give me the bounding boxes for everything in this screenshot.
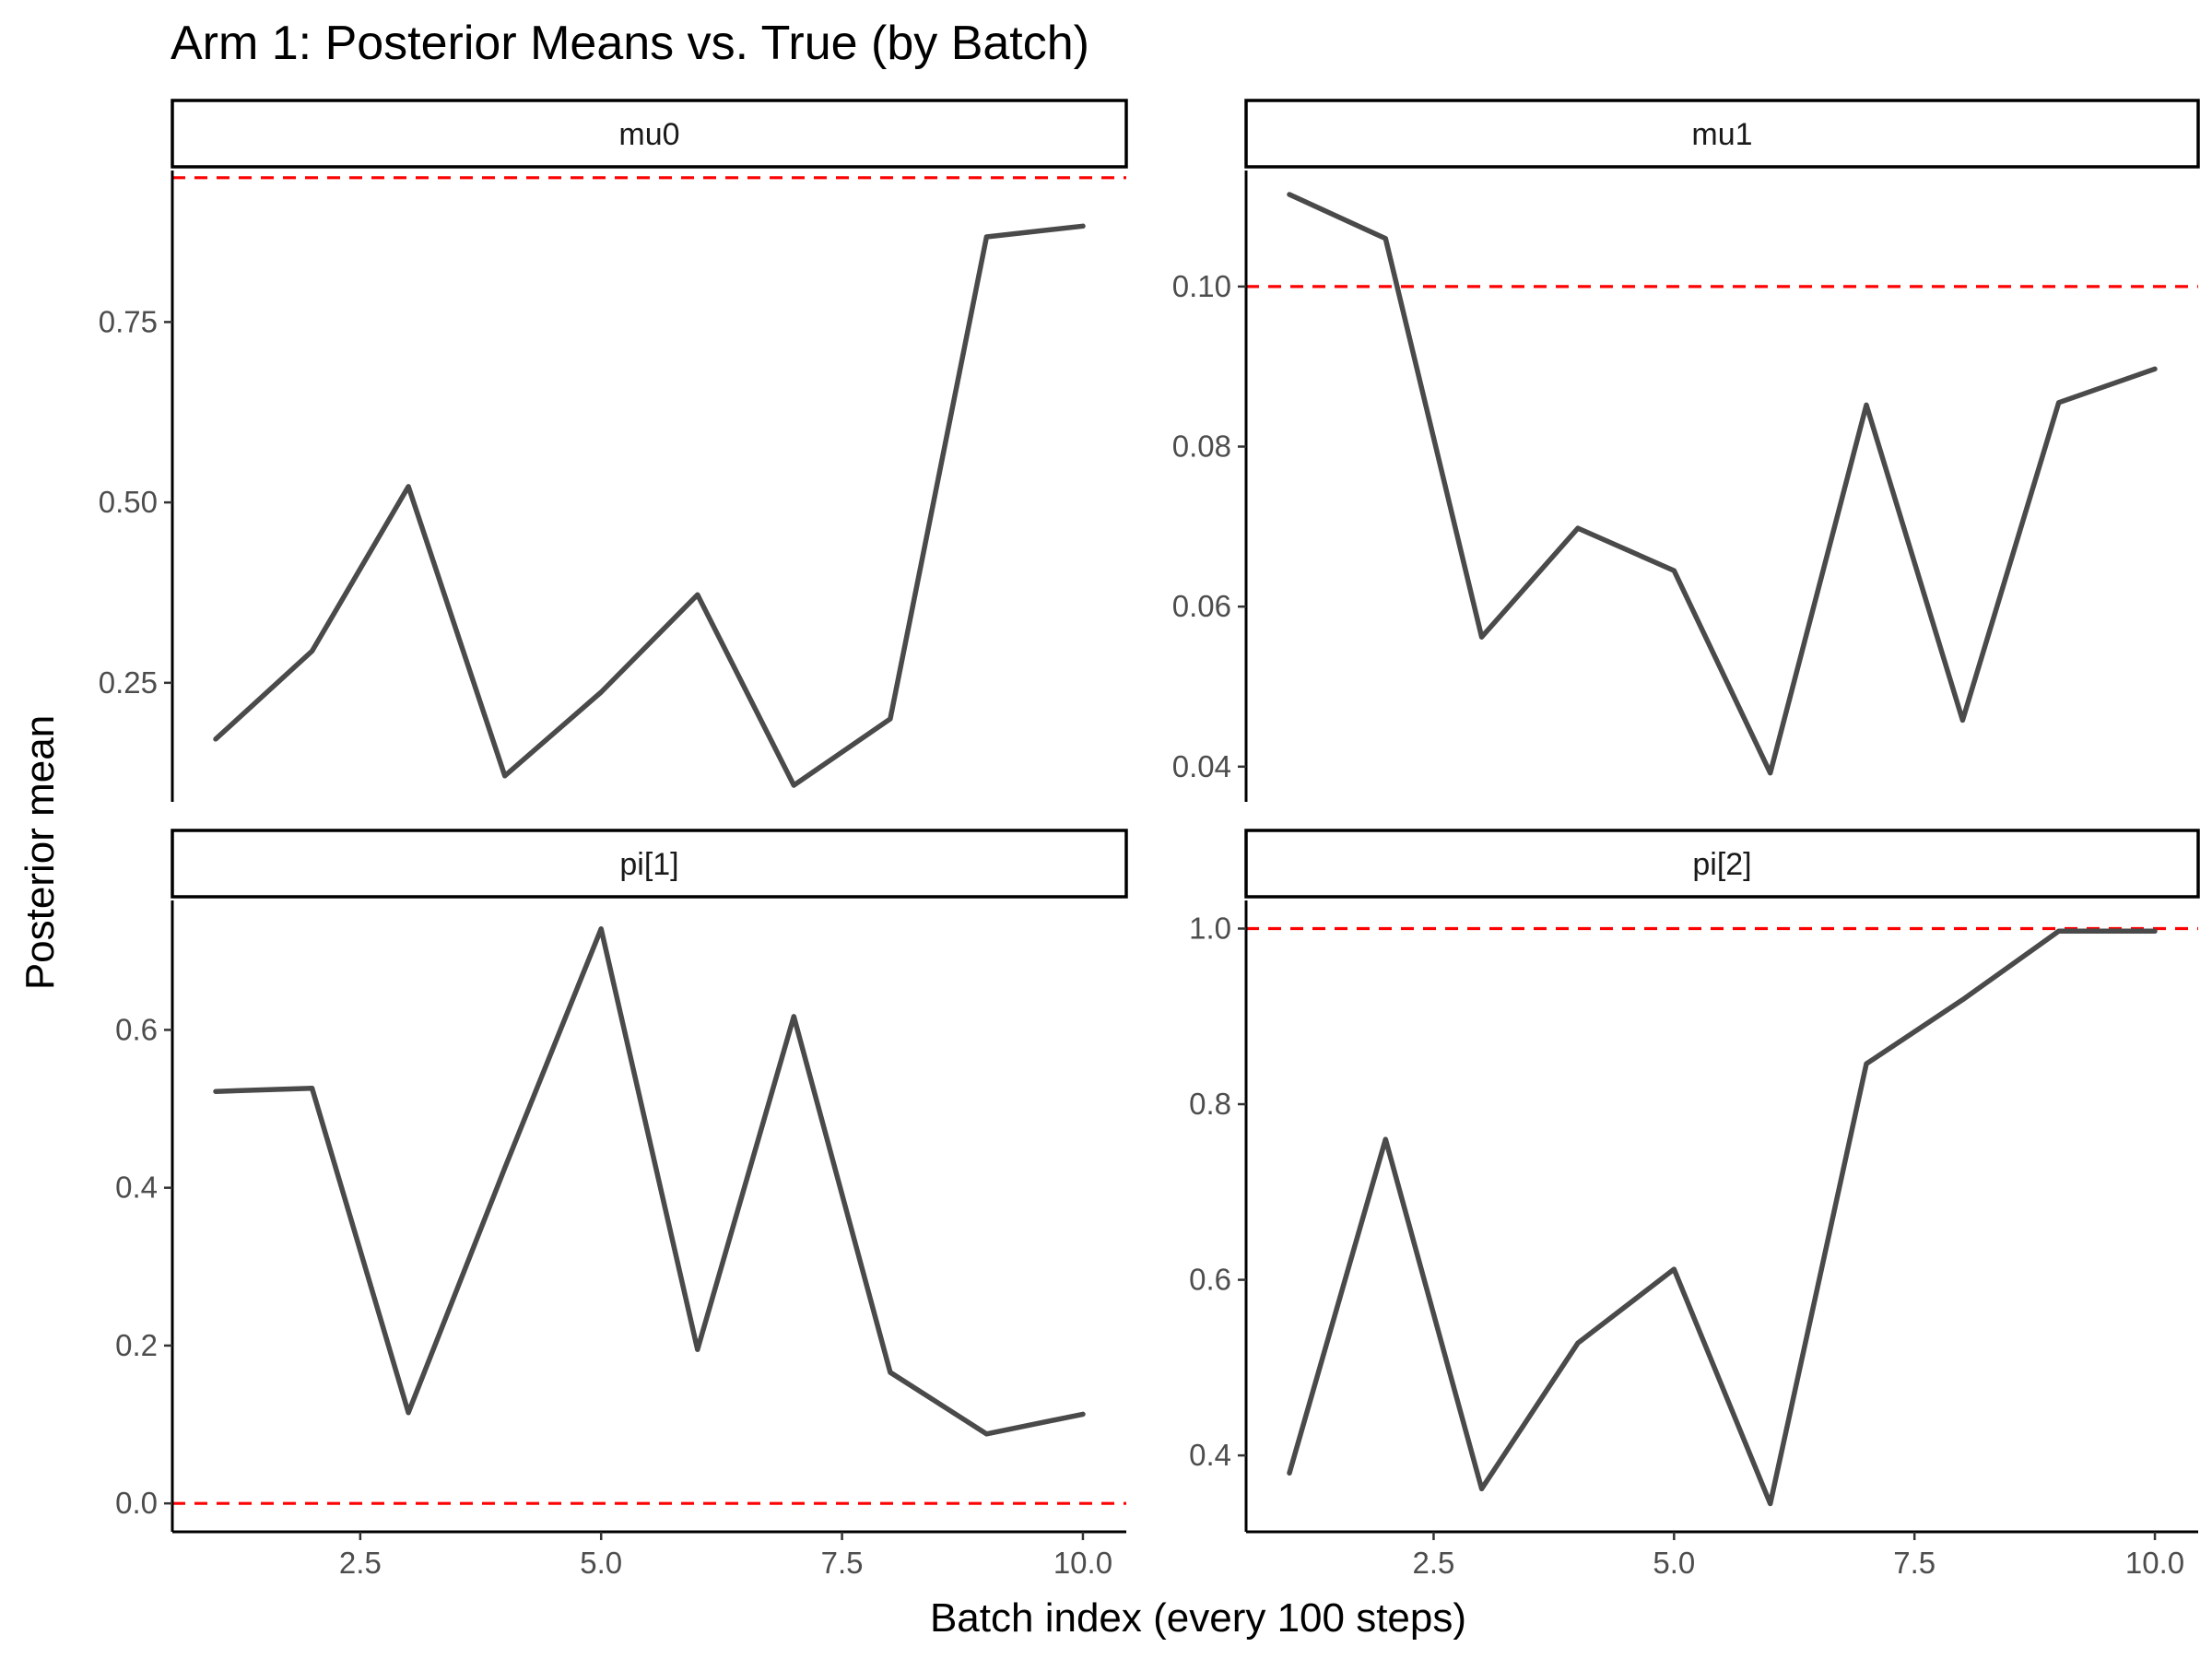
y-tick-label: 0.4: [115, 1171, 158, 1205]
y-tick-label: 0.6: [115, 1012, 158, 1046]
y-tick-label: 0.8: [1189, 1087, 1231, 1121]
facet-panel: pi[2] 0.4 0.6 0.8 1.0 2.5 5.0 7.5 10.0: [1189, 829, 2200, 1580]
y-tick-label: 0.2: [115, 1328, 158, 1362]
facet-panels: mu0 0.25 0.50 0.75 mu1 0.04 0.06 0.08 0.10 pi[1] 0…: [99, 99, 2200, 1580]
facet-panel: mu1 0.04 0.06 0.08 0.10: [1172, 99, 2200, 802]
y-tick-label: 0.08: [1172, 429, 1231, 464]
y-tick-label: 0.06: [1172, 589, 1231, 623]
x-tick-label: 2.5: [1413, 1546, 1455, 1580]
facet-strip: [171, 99, 1128, 169]
y-tick-label: 0.75: [99, 304, 158, 338]
x-tick-label: 5.0: [1653, 1546, 1695, 1580]
series-line: [1287, 928, 2158, 1507]
y-tick-label: 1.0: [1189, 911, 1231, 945]
y-tick-label: 0.04: [1172, 749, 1231, 783]
x-tick-label: 5.0: [580, 1546, 622, 1580]
y-tick-label: 0.25: [99, 665, 158, 700]
x-tick-label: 10.0: [2125, 1546, 2184, 1580]
facet-strip: [1244, 99, 2200, 169]
y-tick-label: 0.0: [115, 1486, 158, 1520]
y-tick-label: 0.6: [1189, 1263, 1231, 1297]
facet-strip-label: pi[1]: [619, 847, 678, 882]
y-tick-label: 0.4: [1189, 1438, 1231, 1472]
facet-strip-label: mu1: [1691, 117, 1752, 152]
facet-panel: pi[1] 0.0 0.2 0.4 0.6 2.5 5.0 7.5 10.0: [115, 829, 1128, 1580]
x-axis-title: Batch index (every 100 steps): [930, 1595, 1466, 1641]
y-axis-title: Posterior mean: [18, 715, 63, 990]
facet-strip: [1244, 829, 2200, 899]
facet-strip-label: mu0: [618, 117, 679, 152]
series-line: [213, 223, 1086, 788]
chart-title: Arm 1: Posterior Means vs. True (by Batc…: [171, 17, 1089, 70]
y-tick-label: 0.50: [99, 485, 158, 519]
facet-strip: [171, 829, 1128, 899]
series-line: [1287, 192, 2158, 776]
series-line: [213, 926, 1086, 1437]
x-tick-label: 10.0: [1053, 1546, 1112, 1580]
y-tick-label: 0.10: [1172, 269, 1231, 303]
facet-panel: mu0 0.25 0.50 0.75: [99, 99, 1128, 802]
x-tick-label: 2.5: [339, 1546, 382, 1580]
facet-strip-label: pi[2]: [1692, 847, 1751, 882]
x-tick-label: 7.5: [821, 1546, 864, 1580]
x-tick-label: 7.5: [1893, 1546, 1936, 1580]
